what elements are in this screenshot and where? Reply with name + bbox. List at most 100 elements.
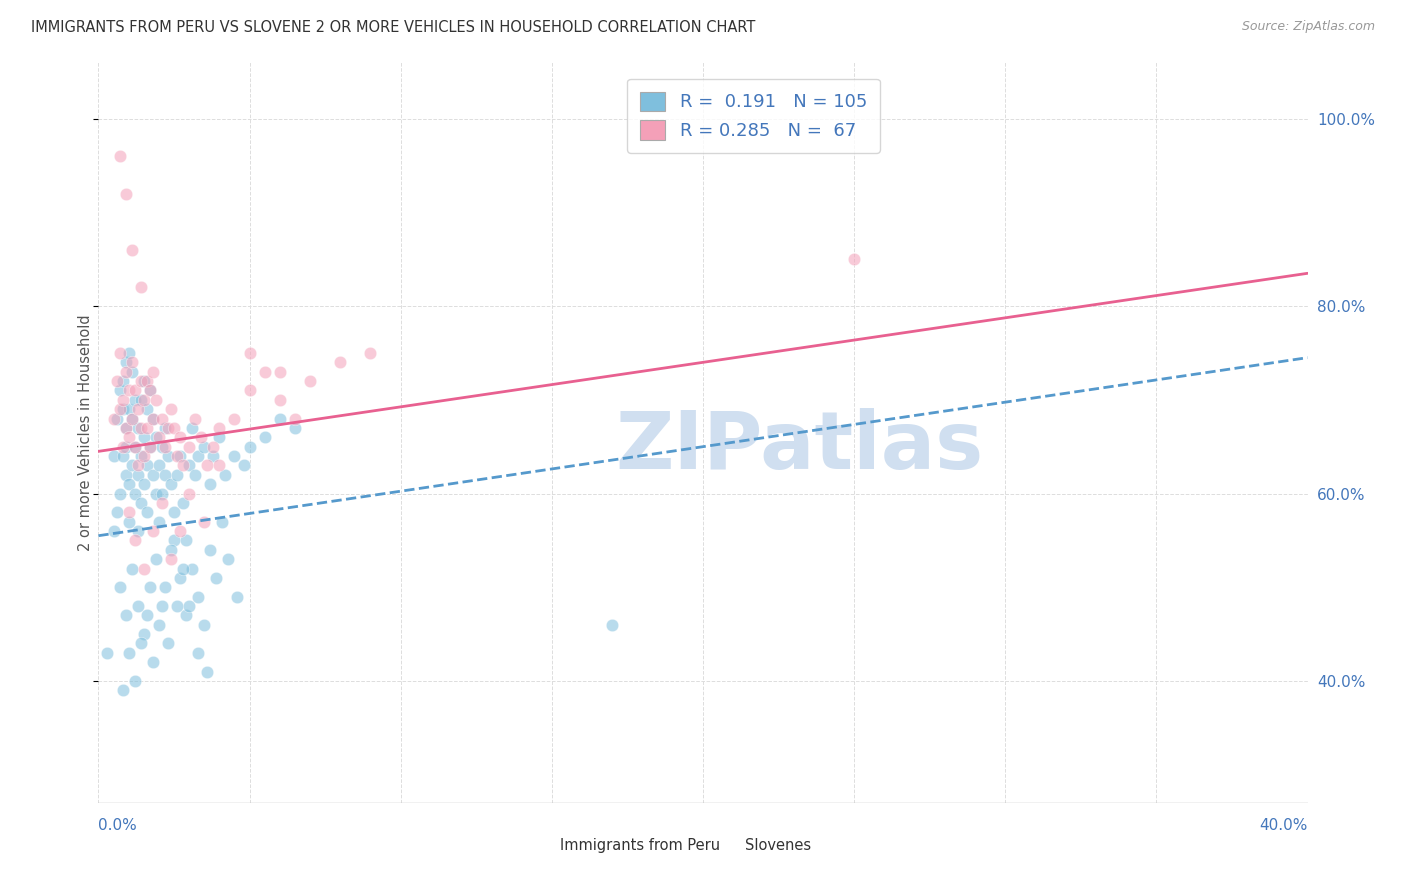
Point: [239, 346, 262, 360]
Point: [111, 392, 134, 407]
Point: [129, 392, 152, 407]
Point: [224, 411, 246, 425]
Point: [129, 280, 152, 294]
Point: [108, 580, 131, 594]
Point: [121, 411, 143, 425]
Point: [135, 402, 157, 417]
Point: [129, 374, 152, 388]
Point: [142, 655, 165, 669]
Point: [179, 458, 201, 473]
Point: [127, 467, 149, 482]
Point: [145, 486, 167, 500]
Point: [103, 524, 125, 538]
Point: [179, 599, 201, 613]
Point: [208, 421, 231, 435]
Point: [329, 355, 352, 369]
Point: [205, 571, 228, 585]
Point: [121, 458, 143, 473]
Point: [111, 440, 134, 454]
Point: [132, 374, 155, 388]
Point: [253, 365, 276, 379]
Point: [108, 346, 131, 360]
Point: [217, 552, 239, 566]
Point: [195, 458, 218, 473]
Point: [169, 571, 191, 585]
Point: [224, 449, 246, 463]
Point: [166, 599, 188, 613]
Point: [160, 542, 183, 557]
Point: [169, 524, 191, 538]
Point: [127, 421, 149, 435]
Point: [142, 365, 165, 379]
Point: [214, 467, 236, 482]
Point: [163, 421, 186, 435]
Point: [163, 505, 186, 519]
Point: [114, 421, 136, 435]
Point: [160, 552, 183, 566]
Point: [124, 392, 146, 407]
Point: [132, 449, 155, 463]
Point: [195, 665, 218, 679]
Point: [184, 411, 207, 425]
Point: [127, 402, 149, 417]
Point: [174, 608, 197, 623]
Point: [118, 646, 141, 660]
Point: [132, 561, 155, 575]
Point: [139, 440, 162, 454]
Point: [232, 458, 254, 473]
Point: [200, 542, 222, 557]
Point: [124, 440, 146, 454]
Point: [114, 467, 136, 482]
Point: [172, 496, 194, 510]
Point: [142, 411, 165, 425]
Y-axis label: 2 or more Vehicles in Household: 2 or more Vehicles in Household: [77, 314, 93, 551]
Point: [150, 496, 173, 510]
Point: [239, 440, 262, 454]
Point: [208, 458, 231, 473]
Point: [150, 599, 173, 613]
Point: [114, 355, 136, 369]
Point: [148, 430, 170, 444]
Point: [114, 186, 136, 201]
Point: [121, 243, 143, 257]
Point: [284, 411, 307, 425]
Point: [208, 430, 231, 444]
Point: [103, 449, 125, 463]
Point: [153, 467, 176, 482]
Point: [145, 430, 167, 444]
Point: [124, 440, 146, 454]
Text: 40.0%: 40.0%: [1260, 818, 1308, 832]
Point: [179, 440, 201, 454]
Point: [148, 617, 170, 632]
Point: [124, 673, 146, 688]
Text: IMMIGRANTS FROM PERU VS SLOVENE 2 OR MORE VEHICLES IN HOUSEHOLD CORRELATION CHAR: IMMIGRANTS FROM PERU VS SLOVENE 2 OR MOR…: [31, 20, 755, 35]
Point: [166, 449, 188, 463]
Point: [105, 505, 128, 519]
Point: [253, 430, 276, 444]
Point: [118, 515, 141, 529]
Point: [153, 440, 176, 454]
Point: [135, 421, 157, 435]
Point: [135, 458, 157, 473]
Point: [187, 646, 209, 660]
Point: [284, 421, 307, 435]
FancyBboxPatch shape: [527, 836, 554, 856]
Point: [118, 505, 141, 519]
Point: [129, 421, 152, 435]
Point: [269, 392, 291, 407]
Point: [108, 402, 131, 417]
Point: [269, 411, 291, 425]
Point: [124, 533, 146, 548]
Point: [108, 486, 131, 500]
Point: [602, 617, 624, 632]
Point: [103, 411, 125, 425]
Point: [114, 608, 136, 623]
Point: [179, 486, 201, 500]
Point: [142, 524, 165, 538]
Point: [105, 411, 128, 425]
Point: [108, 384, 131, 398]
Point: [174, 533, 197, 548]
Point: [160, 402, 183, 417]
Point: [156, 449, 179, 463]
Point: [172, 458, 194, 473]
